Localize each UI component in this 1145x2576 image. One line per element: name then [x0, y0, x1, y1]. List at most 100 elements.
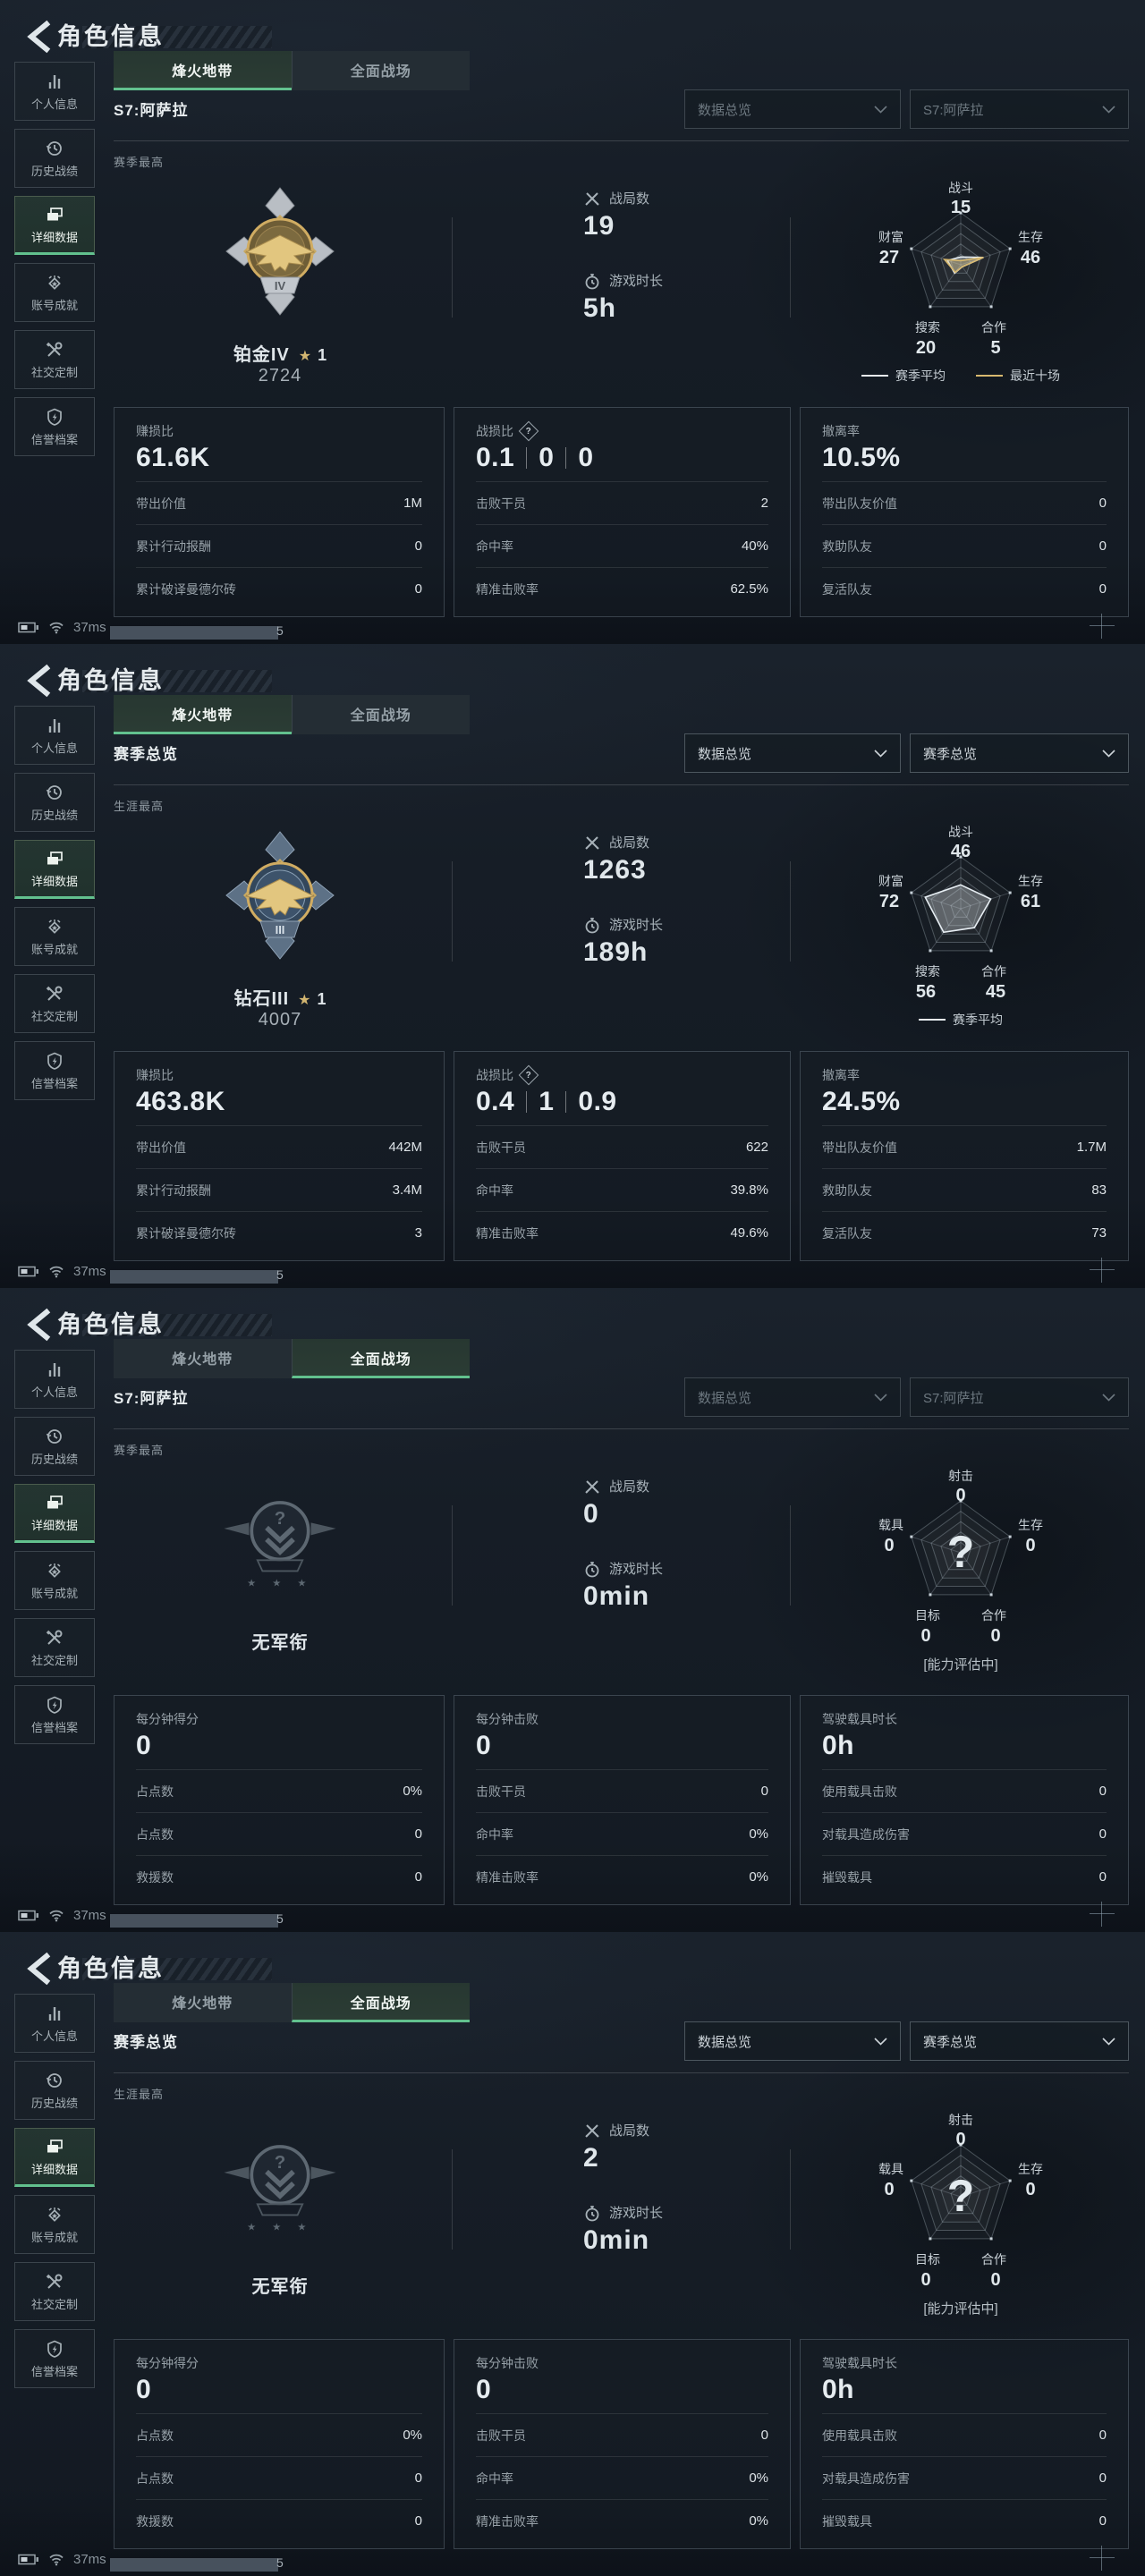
- rank-name: 铂金IV: [233, 345, 290, 365]
- sidebar-item-detailed-data[interactable]: 详细数据: [14, 840, 95, 899]
- sidebar-item-personal-info[interactable]: 个人信息: [14, 62, 95, 121]
- shield-lightning-icon: [47, 1052, 62, 1070]
- card-main-value: 0: [136, 1731, 152, 1760]
- legend-item: 最近十场: [976, 367, 1060, 385]
- sidebar-item-achievements[interactable]: 账号成就: [14, 907, 95, 966]
- stat-row: 命中率 40%: [476, 524, 768, 567]
- season-dropdown[interactable]: 赛季总览: [910, 733, 1129, 773]
- legend-line-icon: [919, 1019, 946, 1021]
- battles-count-stat: 战局数 1263: [583, 833, 780, 886]
- sidebar-item-achievements[interactable]: 账号成就: [14, 263, 95, 322]
- card-main-value: 0: [136, 2375, 152, 2404]
- season-dropdown[interactable]: 赛季总览: [910, 2021, 1129, 2061]
- card-title: 战损比: [476, 424, 513, 438]
- season-dropdown[interactable]: S7:阿萨拉: [910, 89, 1129, 129]
- sidebar-item-history[interactable]: 历史战绩: [14, 129, 95, 188]
- radar-axis-value: 0: [1025, 2180, 1036, 2199]
- sidebar-item-detailed-data[interactable]: 详细数据: [14, 1484, 95, 1543]
- sidebar-item-label: 历史战绩: [30, 164, 78, 178]
- data-overview-dropdown[interactable]: 数据总览: [684, 2021, 901, 2061]
- card-main-value: 0.1 0 0: [476, 443, 594, 472]
- sidebar-item-social-custom[interactable]: 社交定制: [14, 330, 95, 389]
- tab-hazard-zone[interactable]: 烽火地带: [114, 51, 292, 90]
- status-bar: 37ms: [18, 1908, 106, 1923]
- help-icon[interactable]: ?: [518, 1064, 539, 1086]
- stat-row: 命中率 0%: [476, 2456, 768, 2499]
- card-title-row: 每分钟击败 ?: [476, 2354, 768, 2372]
- sidebar-item-reputation[interactable]: 信誉档案: [14, 1685, 95, 1744]
- back-button[interactable]: [23, 20, 55, 54]
- section-label: 赛季最高: [114, 156, 165, 169]
- stat-row: 击败干员 0: [476, 1769, 768, 1812]
- sidebar-item-personal-info[interactable]: 个人信息: [14, 1994, 95, 2053]
- data-overview-dropdown[interactable]: 数据总览: [684, 89, 901, 129]
- sidebar-item-social-custom[interactable]: 社交定制: [14, 1618, 95, 1677]
- radar-axis-label: 生存: [1018, 2162, 1043, 2176]
- horizontal-scrollbar-thumb[interactable]: [110, 2558, 278, 2572]
- sidebar-item-social-custom[interactable]: 社交定制: [14, 974, 95, 1033]
- stats-card-combat: 战损比 ? 0.4 1 0.9 击败干员 622 命中率 39.8% 精准击败率 49.6…: [454, 1051, 791, 1261]
- tab-warfare[interactable]: 全面战场: [291, 695, 470, 734]
- tab-warfare[interactable]: 全面战场: [291, 1983, 470, 2022]
- stat-row: 带出价值 1M: [136, 481, 422, 524]
- character-info-screen: 角色信息 个人信息 历史战绩 详细数据 账号成就 社交定制 信誉档案 烽火地带 …: [0, 644, 1145, 1288]
- card-title-row: 每分钟得分 ?: [136, 1710, 422, 1728]
- radar-chart: [910, 211, 1012, 309]
- tab-hazard-zone[interactable]: 烽火地带: [114, 1339, 292, 1378]
- card-main-value: 0h: [822, 2375, 855, 2404]
- sidebar-item-reputation[interactable]: 信誉档案: [14, 2329, 95, 2388]
- horizontal-scrollbar-thumb[interactable]: [110, 1270, 278, 1284]
- sidebar-item-history[interactable]: 历史战绩: [14, 773, 95, 832]
- history-clock-icon: [46, 1428, 62, 1444]
- sidebar-item-detailed-data[interactable]: 详细数据: [14, 2128, 95, 2187]
- card-title: 每分钟击败: [476, 2356, 539, 2370]
- sidebar-item-achievements[interactable]: 账号成就: [14, 1551, 95, 1610]
- tab-warfare[interactable]: 全面战场: [291, 1339, 470, 1378]
- rank-name: 钻石III: [233, 989, 290, 1009]
- title-hatch-decoration: [82, 26, 272, 48]
- season-dropdown[interactable]: S7:阿萨拉: [910, 1377, 1129, 1417]
- stat-row: 击败干员 0: [476, 2413, 768, 2456]
- tab-warfare[interactable]: 全面战场: [291, 51, 470, 90]
- radar-question-mark: ?: [946, 2171, 975, 2221]
- season-label: S7:阿萨拉: [114, 1390, 189, 1407]
- sidebar-item-achievements[interactable]: 账号成就: [14, 2195, 95, 2254]
- vertical-divider: [452, 861, 453, 962]
- stat-row: 累计行动报酬 0: [136, 524, 422, 567]
- title-hatch-decoration: [82, 1314, 272, 1336]
- sidebar-item-label: 个人信息: [30, 2029, 78, 2043]
- sidebar-item-personal-info[interactable]: 个人信息: [14, 706, 95, 765]
- radar-chart: [910, 855, 1012, 953]
- section-divider: [114, 1428, 1129, 1429]
- sidebar-item-history[interactable]: 历史战绩: [14, 2061, 95, 2120]
- stat-value: 19: [583, 211, 615, 241]
- tab-hazard-zone[interactable]: 烽火地带: [114, 695, 292, 734]
- card-main-value: 0: [476, 1731, 492, 1760]
- tab-hazard-zone[interactable]: 烽火地带: [114, 1983, 292, 2022]
- sidebar-item-label: 账号成就: [30, 942, 78, 956]
- sidebar-item-history[interactable]: 历史战绩: [14, 1417, 95, 1476]
- sidebar-item-reputation[interactable]: 信誉档案: [14, 1041, 95, 1100]
- sidebar-item-reputation[interactable]: 信誉档案: [14, 397, 95, 456]
- stopwatch-icon: [585, 2205, 599, 2221]
- sidebar-item-social-custom[interactable]: 社交定制: [14, 2262, 95, 2321]
- horizontal-scrollbar-thumb[interactable]: [110, 1914, 278, 1928]
- chevron-down-icon: [1102, 105, 1115, 114]
- data-overview-dropdown[interactable]: 数据总览: [684, 733, 901, 773]
- back-button[interactable]: [23, 1308, 55, 1342]
- sidebar-item-detailed-data[interactable]: 详细数据: [14, 196, 95, 255]
- back-button[interactable]: [23, 1952, 55, 1986]
- radar-axis-label: 载具: [878, 2162, 903, 2176]
- back-button[interactable]: [23, 664, 55, 698]
- data-overview-dropdown[interactable]: 数据总览: [684, 1377, 901, 1417]
- radar-axis-label: 财富: [878, 230, 903, 244]
- help-icon[interactable]: ?: [518, 420, 539, 442]
- stat-row: 占点数 0: [136, 1812, 422, 1855]
- chevron-down-icon: [874, 1393, 887, 1402]
- sidebar-item-personal-info[interactable]: 个人信息: [14, 1350, 95, 1409]
- horizontal-scrollbar-thumb[interactable]: [110, 626, 278, 640]
